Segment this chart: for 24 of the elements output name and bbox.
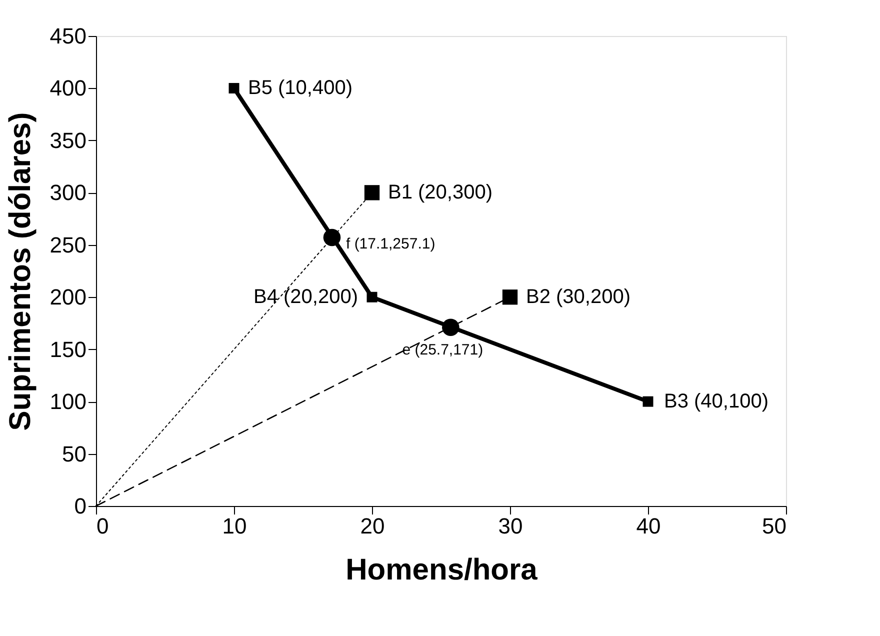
y-tick-label: 350: [50, 128, 86, 153]
x-tick-label: 30: [498, 514, 523, 538]
x-tick-label: 50: [762, 514, 786, 538]
annotation: B4 (20,200): [253, 286, 358, 308]
y-tick-label: 0: [74, 494, 86, 518]
annotation: B2 (30,200): [526, 286, 631, 308]
annotation: B5 (10,400): [248, 77, 353, 100]
y-tick-label: 400: [50, 76, 86, 101]
x-tick-label: 20: [360, 514, 385, 538]
x-axis-title: Homens/hora: [346, 554, 538, 586]
annotation: B1 (20,300): [388, 182, 493, 204]
x-tick-label: 40: [636, 514, 661, 538]
y-tick-label: 450: [50, 24, 86, 48]
x-tick-label: 0: [96, 514, 109, 538]
y-tick-label: 250: [50, 232, 86, 258]
y-tick-label: 300: [50, 180, 86, 206]
y-tick-label: 150: [50, 336, 86, 362]
y-tick-label: 200: [50, 284, 86, 310]
annotation: f (17.1,257.1): [346, 235, 436, 252]
annotation: B3 (40,100): [664, 390, 769, 413]
y-axis-title: Suprimentos (dólares): [4, 112, 37, 431]
x-tick-label: 10: [222, 514, 247, 538]
y-tick-label: 100: [50, 389, 86, 414]
y-tick-label: 50: [62, 441, 86, 466]
